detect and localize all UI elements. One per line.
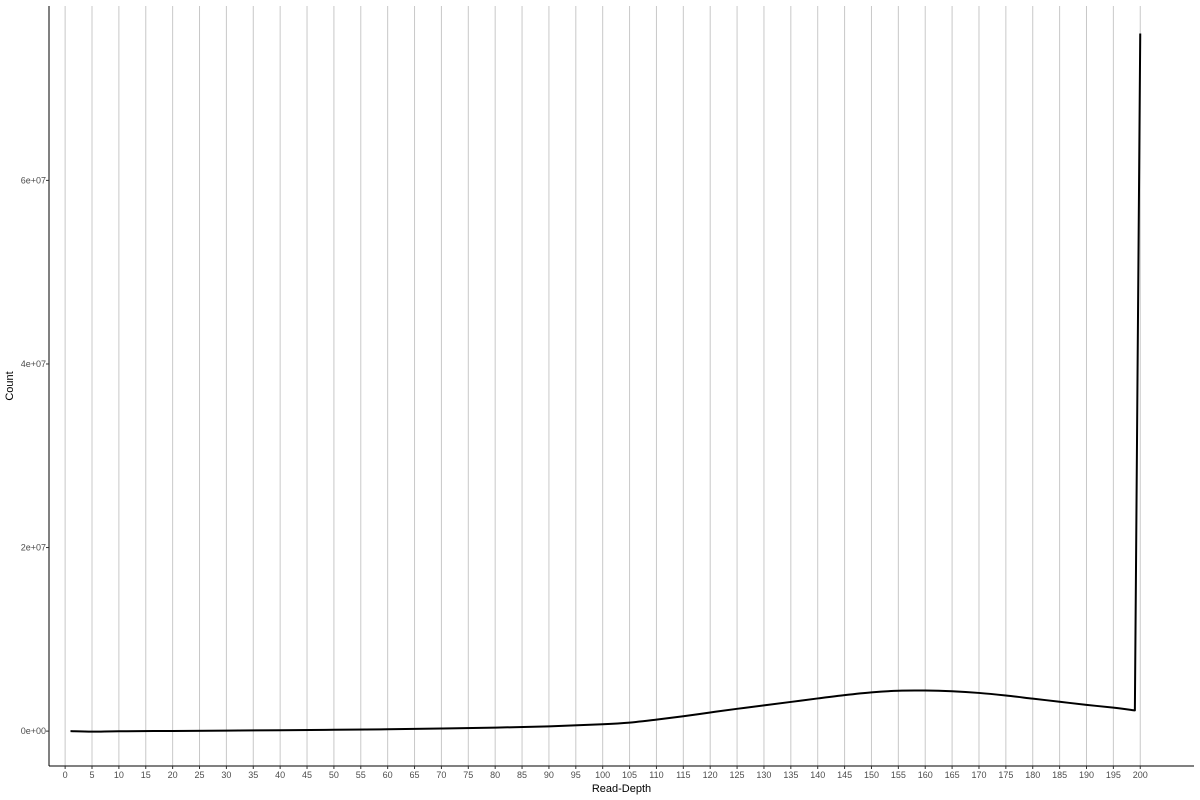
x-tick-label: 180 — [1025, 770, 1040, 780]
x-tick-label: 80 — [490, 770, 500, 780]
x-tick-label: 115 — [676, 770, 690, 780]
y-axis-ticks: 0e+00 2e+07 4e+07 6e+07 — [21, 175, 49, 736]
x-tick-label: 5 — [89, 770, 94, 780]
x-tick-label: 35 — [248, 770, 258, 780]
x-tick-label: 100 — [595, 770, 610, 780]
series-line — [70, 33, 1142, 733]
x-tick-label: 125 — [730, 770, 745, 780]
x-tick-label: 45 — [302, 770, 312, 780]
x-tick-label: 90 — [544, 770, 554, 780]
x-tick-label: 85 — [517, 770, 527, 780]
x-tick-label: 200 — [1133, 770, 1148, 780]
x-tick-label: 15 — [141, 770, 151, 780]
y-tick-label: 2e+07 — [21, 543, 46, 553]
series-layer — [70, 33, 1142, 733]
x-tick-label: 160 — [918, 770, 933, 780]
x-tick-label: 95 — [571, 770, 581, 780]
x-tick-label: 55 — [356, 770, 366, 780]
x-tick-label: 20 — [168, 770, 178, 780]
x-tick-label: 50 — [329, 770, 339, 780]
x-tick-label: 145 — [837, 770, 852, 780]
x-tick-label: 40 — [275, 770, 285, 780]
x-tick-label: 25 — [195, 770, 205, 780]
x-tick-label: 190 — [1079, 770, 1094, 780]
x-tick-label: 75 — [463, 770, 473, 780]
x-tick-label: 130 — [756, 770, 771, 780]
y-tick-label: 0e+00 — [21, 726, 46, 736]
x-tick-label: 195 — [1106, 770, 1121, 780]
x-tick-label: 185 — [1052, 770, 1067, 780]
x-tick-label: 10 — [114, 770, 124, 780]
grid-lines — [64, 6, 1141, 766]
y-tick-label: 6e+07 — [21, 175, 46, 185]
x-tick-label: 70 — [436, 770, 446, 780]
x-tick-label: 140 — [810, 770, 825, 780]
x-tick-label: 110 — [649, 770, 663, 780]
x-tick-label: 60 — [383, 770, 393, 780]
x-tick-label: 120 — [703, 770, 718, 780]
x-tick-label: 105 — [622, 770, 637, 780]
x-tick-label: 175 — [998, 770, 1013, 780]
y-tick-label: 4e+07 — [21, 359, 46, 369]
x-axis-title: Read-Depth — [592, 783, 651, 795]
x-axis-ticks: 0 5 10 15 20 25 30 35 40 45 50 55 60 65 70 75 80 85 90 95 10… — [63, 766, 1148, 780]
x-tick-label: 170 — [971, 770, 986, 780]
x-tick-label: 65 — [410, 770, 420, 780]
x-tick-label: 165 — [945, 770, 960, 780]
y-axis-title: Count — [4, 371, 16, 400]
x-tick-label: 155 — [891, 770, 906, 780]
x-tick-label: 135 — [783, 770, 798, 780]
x-tick-label: 30 — [221, 770, 231, 780]
x-tick-label: 0 — [63, 770, 68, 780]
x-tick-label: 150 — [864, 770, 879, 780]
